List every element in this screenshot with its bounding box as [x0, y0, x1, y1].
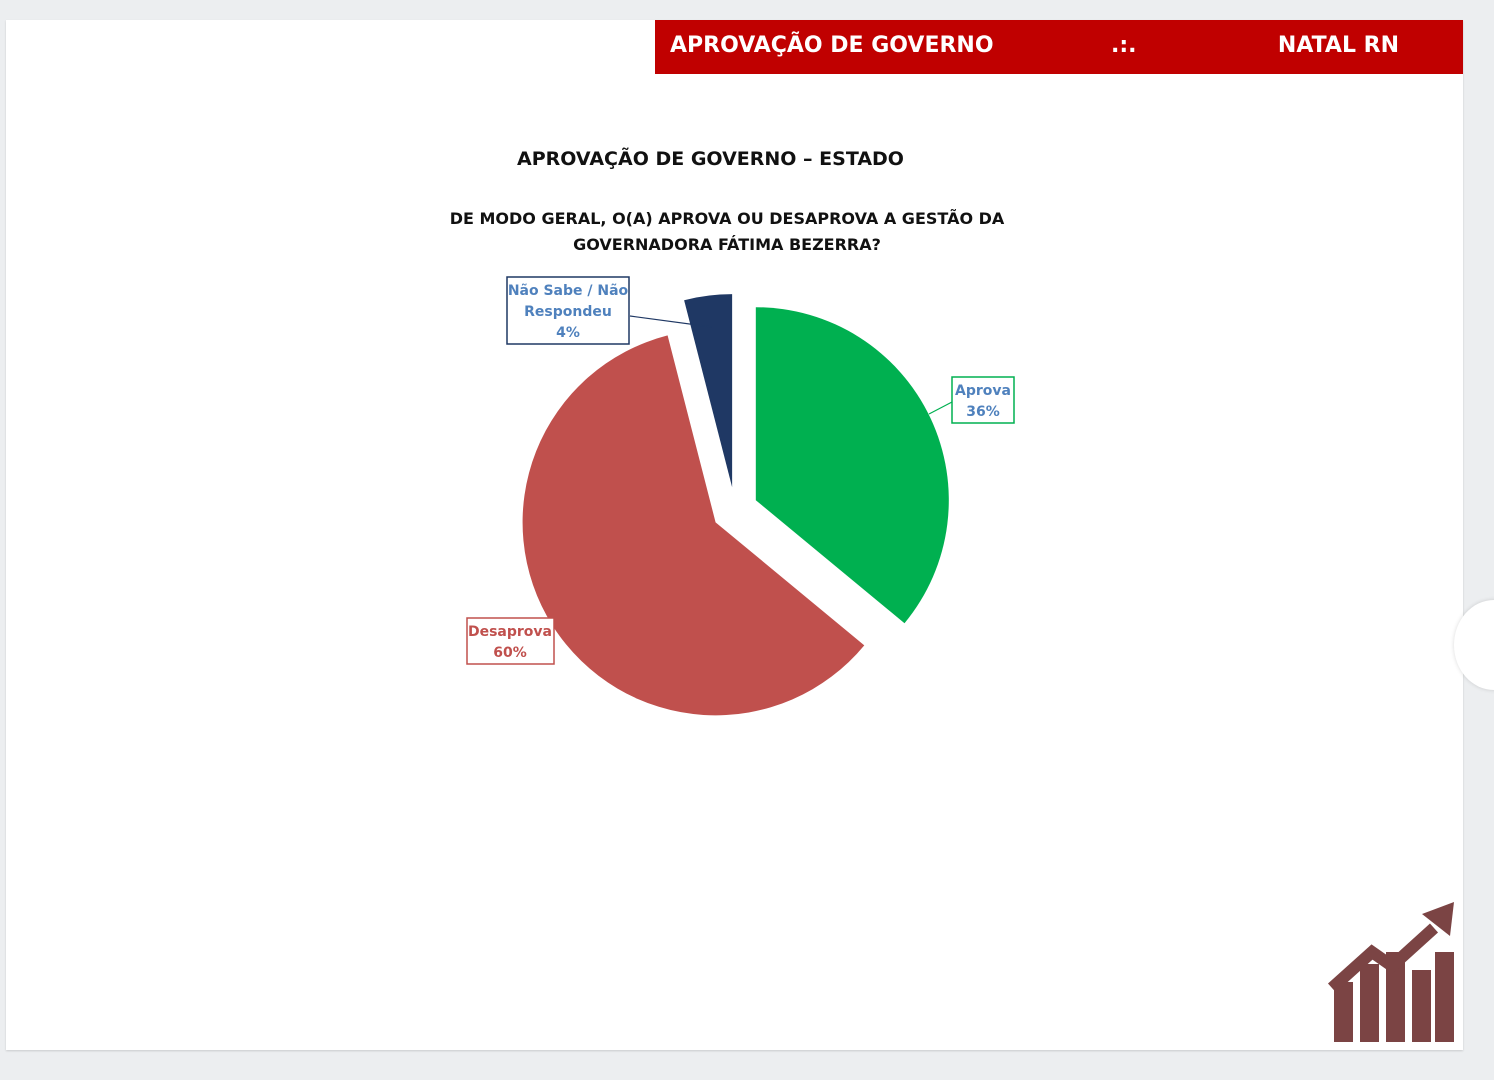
leader-line-nao-sabe — [629, 315, 713, 328]
header-location: NATAL RN — [1277, 33, 1399, 58]
leader-line-aprova — [928, 401, 953, 415]
data-label-aprova: Aprova 36% — [951, 376, 1015, 424]
label-aprova-value: 36% — [966, 404, 1000, 420]
bar-chart-arrow-icon — [1327, 902, 1454, 1042]
chart-subtitle-line-1: DE MODO GERAL, O(A) APROVA OU DESAPROVA … — [449, 209, 1005, 228]
data-label-desaprova: Desaprova 60% — [466, 617, 555, 665]
slide: APROVAÇÃO DE GOVERNO .:. NATAL RN — [6, 20, 1463, 1050]
label-nao-sabe-value: 4% — [556, 325, 580, 341]
label-nao-sabe-line-2: Respondeu — [524, 304, 612, 320]
label-desaprova-name: Desaprova — [468, 624, 552, 640]
label-desaprova-value: 60% — [493, 645, 527, 661]
chart-subtitle: DE MODO GERAL, O(A) APROVA OU DESAPROVA … — [432, 206, 1022, 258]
header-title: APROVAÇÃO DE GOVERNO — [670, 33, 994, 58]
data-label-nao-sabe: Não Sabe / Não Respondeu 4% — [506, 276, 630, 345]
header-bar: APROVAÇÃO DE GOVERNO .:. NATAL RN — [655, 20, 1463, 74]
pie-slice-nao-sabe — [684, 294, 733, 488]
label-nao-sabe-line-1: Não Sabe / Não — [508, 283, 629, 299]
pie-slice-aprova — [755, 307, 949, 624]
chart-title-text: APROVAÇÃO DE GOVERNO – ESTADO — [517, 148, 904, 170]
chart-subtitle-line-2: GOVERNADORA FÁTIMA BEZERRA? — [573, 235, 881, 254]
header-separator: .:. — [1111, 33, 1137, 58]
chart-title: APROVAÇÃO DE GOVERNO – ESTADO — [0, 148, 1457, 170]
pie-slice-desaprova — [522, 335, 865, 716]
label-aprova-name: Aprova — [955, 383, 1011, 399]
